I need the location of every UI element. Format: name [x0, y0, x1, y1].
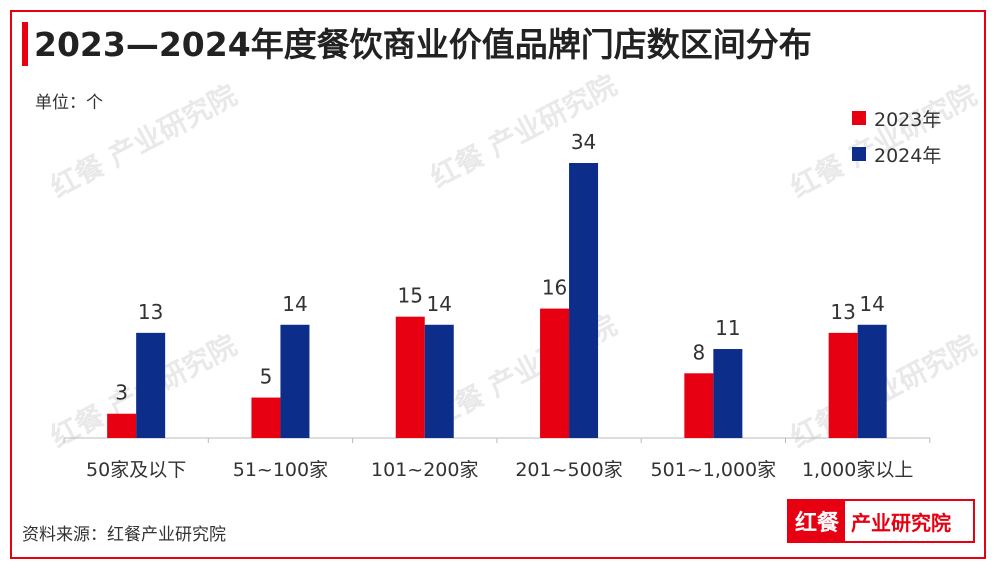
value-label: 13	[138, 300, 163, 324]
legend-swatch-2023	[852, 111, 866, 125]
legend: 2023年 2024年	[852, 100, 941, 172]
bar-2023年-2	[395, 316, 425, 438]
bar-2024年-3	[569, 163, 599, 438]
value-label: 34	[571, 130, 596, 154]
title-accent-bar	[22, 22, 28, 66]
logo-mark: 红餐	[789, 501, 846, 541]
bar-2024年-5	[857, 324, 887, 438]
legend-swatch-2024	[852, 147, 866, 161]
chart-frame	[10, 10, 986, 559]
bar-2023年-4	[684, 373, 714, 438]
bar-2024年-2	[424, 324, 454, 438]
value-label: 14	[427, 292, 452, 316]
category-label: 101~200家	[371, 459, 478, 481]
value-label: 8	[692, 340, 705, 364]
legend-item-2023: 2023年	[852, 100, 941, 136]
legend-item-2024: 2024年	[852, 136, 941, 172]
value-label: 14	[859, 292, 884, 316]
category-label: 50家及以下	[86, 459, 186, 481]
value-label: 3	[115, 381, 128, 405]
category-label: 501~1,000家	[651, 459, 777, 481]
value-label: 11	[715, 316, 740, 340]
bar-2024年-0	[136, 332, 166, 438]
category-label: 201~500家	[515, 459, 622, 481]
category-label: 1,000家以上	[802, 459, 913, 481]
bar-2023年-1	[251, 397, 281, 438]
bar-2023年-0	[107, 413, 137, 438]
value-label: 15	[398, 284, 423, 308]
bar-2024年-1	[280, 324, 310, 438]
value-label: 5	[260, 365, 273, 389]
value-label: 14	[282, 292, 307, 316]
source-note: 资料来源：红餐产业研究院	[22, 525, 226, 545]
logo-text: 产业研究院	[851, 510, 952, 535]
bar-2024年-4	[713, 349, 743, 438]
legend-label-2023: 2023年	[874, 108, 942, 131]
bar-2023年-5	[828, 332, 858, 438]
value-label: 16	[542, 276, 567, 300]
legend-label-2024: 2024年	[874, 144, 942, 167]
chart-title: 2023—2024年度餐饮商业价值品牌门店数区间分布	[34, 25, 812, 64]
bar-2023年-3	[540, 308, 570, 438]
category-label: 51~100家	[233, 459, 328, 481]
unit-label: 单位：个	[35, 93, 103, 113]
value-label: 13	[830, 300, 855, 324]
brand-logo: 红餐 产业研究院	[787, 499, 975, 543]
